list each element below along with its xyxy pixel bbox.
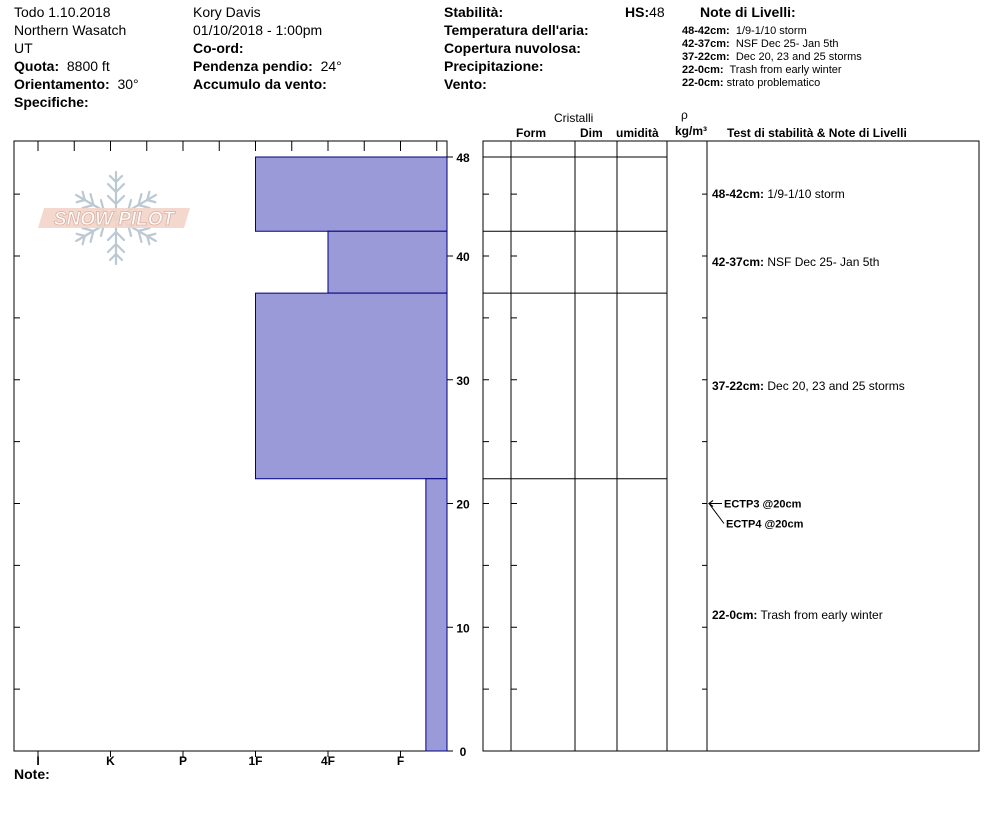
logo-text: SNOW PILOT (54, 209, 176, 230)
stability-test-label: ECTP4 @20cm (726, 519, 804, 531)
hardness-tick-label: F (397, 754, 404, 768)
layer-note-label: 37-22cm: Dec 20, 23 and 25 storms (712, 379, 905, 393)
hardness-layer-bar (327, 230, 448, 294)
depth-tick-label: 20 (456, 498, 470, 512)
form-header: Form (516, 126, 546, 140)
observation-datetime: 01/10/2018 - 1:00pm (193, 22, 323, 38)
hardness-tick-label: P (179, 754, 187, 768)
elevation-label: Quota: (14, 58, 60, 74)
tests-notes-header: Test di stabilità & Note di Livelli (727, 126, 907, 140)
hardness-tick-label: 4F (321, 754, 335, 768)
snowpilot-logo: SNOW PILOT (38, 168, 194, 270)
density-unit-header: kg/m³ (675, 124, 708, 138)
cloud-cover-label: Copertura nuvolosa: (444, 40, 581, 56)
hardness-layer-bar (255, 156, 448, 232)
hardness-tick-label: K (106, 754, 115, 768)
hardness-tick-label: 1F (248, 754, 262, 768)
rho-header: ρ (681, 108, 688, 122)
crystals-table-frame (482, 140, 980, 752)
layer-notes-title: Note di Livelli: (700, 4, 796, 20)
layer-note-label: 42-37cm: NSF Dec 25- Jan 5th (712, 255, 879, 269)
observer-name: Kory Davis (193, 4, 261, 20)
precipitation-label: Precipitazione: (444, 58, 544, 74)
aspect-label: Orientamento: (14, 76, 110, 92)
dim-header: Dim (580, 126, 603, 140)
hs-row: HS:48 (625, 4, 665, 20)
arrow-head (708, 500, 714, 507)
crystals-header: Cristalli (554, 111, 594, 125)
elevation-row: Quota: 8800 ft (14, 58, 110, 74)
stability-test-label: ECTP3 @20cm (724, 499, 802, 511)
specifics-label: Specifiche: (14, 94, 89, 110)
wind-label: Vento: (444, 76, 487, 92)
pit-title: Todo 1.10.2018 (14, 4, 111, 20)
depth-tick-label: 48 (456, 151, 470, 165)
slope-label: Pendenza pendio: (193, 58, 313, 74)
layer-note-item: 37-22cm: Dec 20, 23 and 25 storms (682, 51, 862, 63)
slope-value: 24° (320, 58, 342, 74)
layer-note-item: 22-0cm: Trash from early winter (682, 64, 842, 76)
depth-tick-label: 0 (460, 745, 467, 759)
layer-note-item: 42-37cm: NSF Dec 25- Jan 5th (682, 38, 839, 50)
aspect-value: 30° (117, 76, 139, 92)
aspect-row: Orientamento: 30° (14, 76, 139, 92)
elevation-value: 8800 ft (66, 58, 110, 74)
state-name: UT (14, 40, 33, 56)
layer-note-item: 22-0cm: strato problematico (682, 77, 821, 89)
wind-loading-label: Accumulo da vento: (193, 76, 327, 92)
depth-tick-label: 40 (456, 250, 470, 264)
hs-label: HS: (625, 4, 650, 20)
depth-tick-label: 10 (456, 621, 470, 635)
depth-tick-label: 30 (456, 374, 470, 388)
coords-label: Co-ord: (193, 40, 244, 56)
air-temp-label: Temperatura dell'aria: (444, 22, 589, 38)
range-name: Northern Wasatch (14, 22, 127, 38)
humidity-header: umidità (616, 126, 659, 140)
stability-test-arrow (708, 503, 725, 524)
slope-row: Pendenza pendio: 24° (193, 58, 342, 74)
layer-note-item: 48-42cm: 1/9-1/10 storm (682, 25, 807, 37)
hardness-layer-bar (255, 292, 448, 480)
hardness-tick-label: I (36, 754, 39, 768)
hs-value: 48 (649, 4, 665, 20)
layer-note-label: 22-0cm: Trash from early winter (712, 608, 883, 622)
note-label: Note: (14, 766, 50, 782)
snowflake-icon: SNOW PILOT (38, 170, 190, 266)
stability-label: Stabilità: (444, 4, 504, 20)
layer-note-label: 48-42cm: 1/9-1/10 storm (712, 187, 845, 201)
hardness-layer-bar (425, 478, 448, 752)
